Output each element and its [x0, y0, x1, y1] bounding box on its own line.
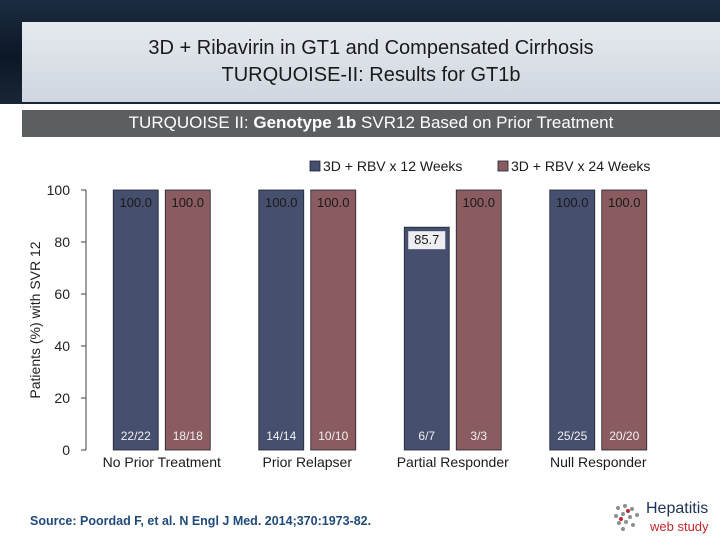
bar-count-label: 25/25	[557, 429, 587, 443]
bar-12wk	[549, 189, 596, 451]
x-category-label: Null Responder	[550, 454, 647, 470]
bar-count-label: 22/22	[121, 429, 151, 443]
bar-24wk	[164, 189, 211, 451]
bar-value-label: 100.0	[171, 195, 204, 210]
bar-count-label: 3/3	[470, 429, 487, 443]
bar-count-label: 20/20	[609, 429, 639, 443]
bar-value-label-bg	[408, 231, 446, 250]
bar-count-label: 6/7	[418, 429, 435, 443]
slide-title-line2: TURQUOISE-II: Results for GT1b	[221, 64, 521, 86]
y-tick-label: 60	[54, 286, 70, 302]
hepatitis-logo: Hepatitis web study	[610, 494, 720, 540]
legend-label-24wk: 3D + RBV x 24 Weeks	[511, 158, 650, 174]
header-panel	[22, 22, 720, 102]
y-tick-label: 20	[54, 390, 70, 406]
bar-12wk	[258, 189, 305, 451]
logo-text-hepatitis: Hepatitis	[646, 500, 709, 517]
y-tick-label: 80	[54, 234, 70, 250]
y-tick-label: 40	[54, 338, 70, 354]
bar-value-label: 100.0	[608, 195, 641, 210]
x-category-label: Prior Relapser	[263, 454, 353, 470]
chart-title-suffix: SVR12 Based on Prior Treatment	[356, 113, 614, 132]
legend-label-12wk: 3D + RBV x 12 Weeks	[323, 158, 462, 174]
x-category-label: Partial Responder	[397, 454, 509, 470]
bar-24wk	[601, 189, 648, 451]
bar-count-label: 10/10	[318, 429, 348, 443]
legend-swatch-12wk	[309, 160, 321, 172]
logo-dots-icon	[614, 504, 639, 531]
bar-count-label: 18/18	[173, 429, 203, 443]
bar-24wk	[455, 189, 502, 451]
y-tick-label: 0	[62, 442, 70, 458]
chart-title: TURQUOISE II: Genotype 1b SVR12 Based on…	[22, 113, 720, 133]
chart-title-prefix: TURQUOISE II:	[128, 113, 254, 132]
bar-value-label: 100.0	[119, 195, 152, 210]
legend-swatch-24wk	[497, 160, 509, 172]
chart-title-bold: Genotype 1b	[253, 113, 357, 132]
bar-24wk	[310, 189, 357, 451]
source-citation: Source: Poordad F, et al. N Engl J Med. …	[30, 514, 372, 528]
bar-value-label: 100.0	[556, 195, 589, 210]
bar-value-label: 85.7	[414, 232, 439, 247]
bar-value-label: 100.0	[265, 195, 298, 210]
y-tick-label: 100	[47, 182, 71, 198]
bar-12wk	[403, 226, 450, 451]
logo-text-webstudy: web study	[650, 519, 709, 534]
y-axis-title: Patients (%) with SVR 12	[27, 241, 43, 398]
subtitle-bar: TURQUOISE II: Genotype 1b SVR12 Based on…	[22, 110, 720, 137]
bar-count-label: 14/14	[266, 429, 296, 443]
bar-12wk	[112, 189, 159, 451]
header-band	[0, 0, 720, 104]
slide-title-line1: 3D + Ribavirin in GT1 and Compensated Ci…	[148, 37, 594, 59]
x-category-label: No Prior Treatment	[103, 454, 221, 470]
bar-value-label: 100.0	[462, 195, 495, 210]
bar-value-label: 100.0	[317, 195, 350, 210]
